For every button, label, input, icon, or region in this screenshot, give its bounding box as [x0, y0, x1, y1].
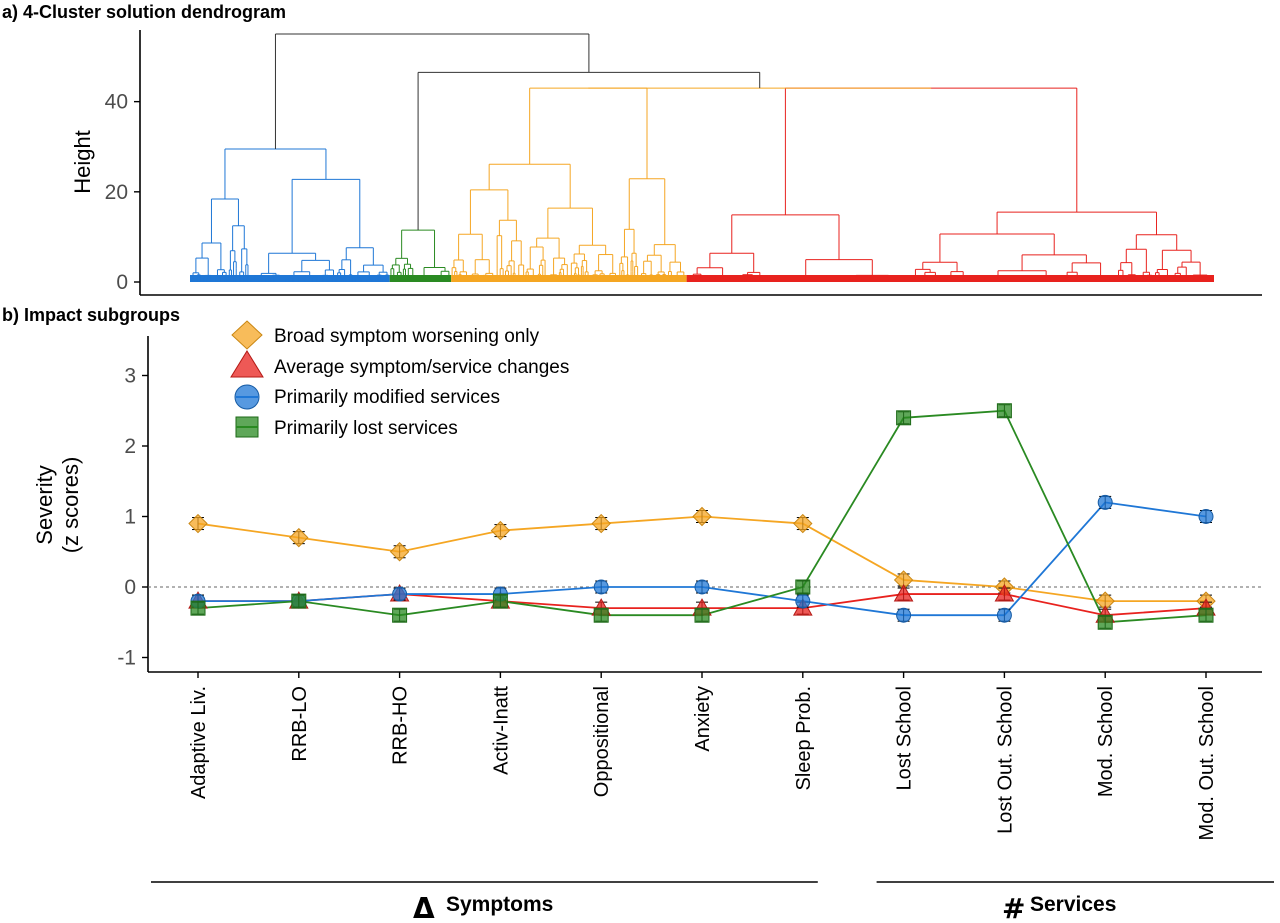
data-point-square: [896, 410, 912, 426]
data-point-diamond: [188, 513, 208, 534]
legend-label-broad: Broad symptom worsening only: [274, 326, 540, 347]
impact-y-tick-label: 2: [124, 435, 136, 458]
impact-series: [188, 403, 1216, 630]
cluster-leaf-band: [190, 275, 390, 282]
legend-label-average: Average symptom/service changes: [274, 357, 569, 378]
dendro-y-ticks: 0 20 40: [105, 91, 140, 294]
data-point-diamond: [591, 513, 611, 534]
data-point-circle: [694, 579, 710, 595]
impact-y-tick-label: 3: [124, 365, 136, 388]
legend-item-lost: Primarily lost services: [235, 416, 458, 439]
legend-diamond-marker: [231, 320, 263, 350]
group-symptoms-label: Symptoms: [446, 893, 553, 916]
dendrogram-plot: 0 20 40 Height: [70, 30, 1262, 296]
impact-x-tick-label: Lost School: [894, 686, 916, 791]
impact-line-plot: -1 0 1 2 3 Adaptive Liv. RRB-LO RRB-HO Activ-In…: [32, 336, 1262, 841]
dendro-y-tick-label: 0: [116, 271, 128, 294]
impact-x-tick-label: RRB-HO: [390, 686, 412, 765]
data-point-circle: [593, 579, 609, 595]
data-point-square: [392, 607, 408, 623]
cluster-leaf-band: [451, 275, 687, 282]
impact-x-tick-label: Mod. School: [1095, 686, 1117, 797]
group-symptoms: Δ Symptoms: [151, 881, 818, 923]
impact-x-ticks: Adaptive Liv. RRB-LO RRB-HO Activ-Inatt Oppo…: [188, 672, 1218, 841]
data-point-circle: [1097, 494, 1113, 510]
data-point-square: [996, 403, 1012, 419]
data-point-square: [1198, 607, 1214, 623]
data-point-diamond: [490, 520, 511, 541]
dendrogram-branches: [190, 33, 1214, 282]
panel-a-title: a) 4-Cluster solution dendrogram: [2, 2, 286, 22]
data-point-square: [795, 579, 811, 595]
data-point-triangle: [994, 584, 1015, 602]
legend-label-modified: Primarily modified services: [274, 387, 500, 408]
impact-x-tick-label: Sleep Prob.: [793, 686, 815, 791]
data-point-square: [1097, 614, 1113, 630]
data-point-diamond: [793, 513, 813, 534]
legend: Broad symptom worsening only Average sym…: [230, 320, 569, 439]
cluster-leaf-band: [389, 275, 452, 282]
data-point-diamond: [289, 527, 309, 548]
legend-triangle-marker: [230, 350, 264, 378]
data-point-square: [492, 593, 508, 609]
data-point-square: [291, 593, 307, 609]
data-point-square: [694, 607, 710, 623]
impact-x-tick-label: Adaptive Liv.: [188, 686, 210, 799]
data-point-triangle: [893, 584, 914, 602]
impact-x-tick-label: Mod. Out. School: [1196, 686, 1218, 841]
dendro-y-tick-label: 20: [105, 181, 128, 204]
data-point-square: [190, 600, 206, 616]
legend-item-broad: Broad symptom worsening only: [231, 320, 540, 350]
dendro-y-label: Height: [70, 130, 95, 194]
impact-y-tick-label: 0: [124, 576, 136, 599]
hash-symbol: #: [1002, 892, 1025, 923]
data-point-circle: [795, 593, 811, 609]
impact-y-label-line1: Severity: [32, 465, 57, 544]
impact-x-tick-label: Activ-Inatt: [490, 686, 512, 775]
impact-y-ticks: -1 0 1 2 3: [117, 365, 148, 670]
data-point-diamond: [692, 506, 712, 527]
data-point-square: [593, 607, 609, 623]
panel-b-title: b) Impact subgroups: [2, 305, 180, 325]
impact-y-tick-label: 1: [124, 506, 136, 529]
data-point-circle: [392, 586, 408, 602]
legend-item-average: Average symptom/service changes: [230, 350, 569, 378]
impact-y-label-line2: (z scores): [58, 457, 83, 554]
legend-item-modified: Primarily modified services: [234, 384, 500, 410]
legend-label-lost: Primarily lost services: [274, 418, 458, 439]
delta-symbol: Δ: [413, 892, 435, 923]
impact-x-tick-label: Oppositional: [591, 686, 613, 797]
dendro-y-tick-label: 40: [105, 91, 128, 114]
impact-x-tick-label: Anxiety: [692, 686, 714, 752]
group-services-label: Services: [1030, 893, 1116, 916]
impact-x-tick-label: Lost Out. School: [994, 686, 1016, 834]
data-point-circle: [1198, 509, 1214, 524]
data-point-diamond: [389, 542, 410, 562]
impact-x-tick-label: RRB-LO: [289, 686, 311, 762]
data-point-circle: [896, 607, 912, 623]
group-services: # Services: [876, 881, 1274, 923]
impact-y-tick-label: -1: [117, 647, 136, 670]
data-point-circle: [996, 607, 1012, 623]
